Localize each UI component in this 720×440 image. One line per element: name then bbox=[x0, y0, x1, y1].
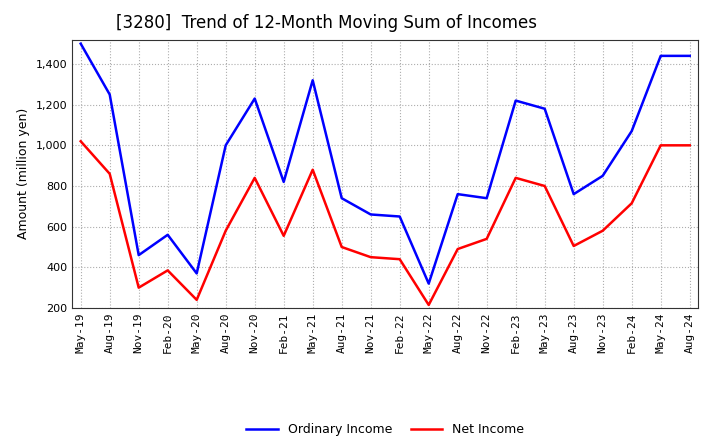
Ordinary Income bbox=[135, 253, 143, 258]
Net Income bbox=[395, 257, 404, 262]
Ordinary Income bbox=[598, 173, 607, 179]
Ordinary Income bbox=[221, 143, 230, 148]
Net Income bbox=[685, 143, 694, 148]
Ordinary Income bbox=[163, 232, 172, 238]
Ordinary Income bbox=[627, 128, 636, 134]
Net Income bbox=[598, 228, 607, 233]
Ordinary Income bbox=[192, 271, 201, 276]
Ordinary Income bbox=[482, 195, 491, 201]
Net Income bbox=[454, 246, 462, 252]
Ordinary Income bbox=[511, 98, 520, 103]
Net Income bbox=[482, 236, 491, 242]
Net Income bbox=[308, 167, 317, 172]
Net Income bbox=[627, 201, 636, 206]
Net Income bbox=[511, 175, 520, 180]
Net Income bbox=[570, 243, 578, 249]
Ordinary Income bbox=[685, 53, 694, 59]
Ordinary Income bbox=[251, 96, 259, 101]
Line: Ordinary Income: Ordinary Income bbox=[81, 44, 690, 284]
Line: Net Income: Net Income bbox=[81, 141, 690, 305]
Ordinary Income bbox=[454, 191, 462, 197]
Ordinary Income bbox=[366, 212, 375, 217]
Ordinary Income bbox=[279, 179, 288, 184]
Net Income bbox=[135, 285, 143, 290]
Ordinary Income bbox=[424, 281, 433, 286]
Net Income bbox=[76, 139, 85, 144]
Ordinary Income bbox=[570, 191, 578, 197]
Ordinary Income bbox=[76, 41, 85, 46]
Net Income bbox=[221, 228, 230, 233]
Net Income bbox=[279, 233, 288, 238]
Ordinary Income bbox=[338, 195, 346, 201]
Ordinary Income bbox=[657, 53, 665, 59]
Net Income bbox=[338, 244, 346, 249]
Net Income bbox=[251, 175, 259, 180]
Net Income bbox=[192, 297, 201, 303]
Ordinary Income bbox=[541, 106, 549, 111]
Y-axis label: Amount (million yen): Amount (million yen) bbox=[17, 108, 30, 239]
Net Income bbox=[657, 143, 665, 148]
Ordinary Income bbox=[395, 214, 404, 219]
Net Income bbox=[366, 254, 375, 260]
Text: [3280]  Trend of 12-Month Moving Sum of Incomes: [3280] Trend of 12-Month Moving Sum of I… bbox=[116, 15, 537, 33]
Net Income bbox=[105, 171, 114, 176]
Legend: Ordinary Income, Net Income: Ordinary Income, Net Income bbox=[241, 418, 529, 440]
Net Income bbox=[163, 268, 172, 273]
Ordinary Income bbox=[105, 92, 114, 97]
Net Income bbox=[541, 183, 549, 189]
Ordinary Income bbox=[308, 77, 317, 83]
Net Income bbox=[424, 302, 433, 308]
